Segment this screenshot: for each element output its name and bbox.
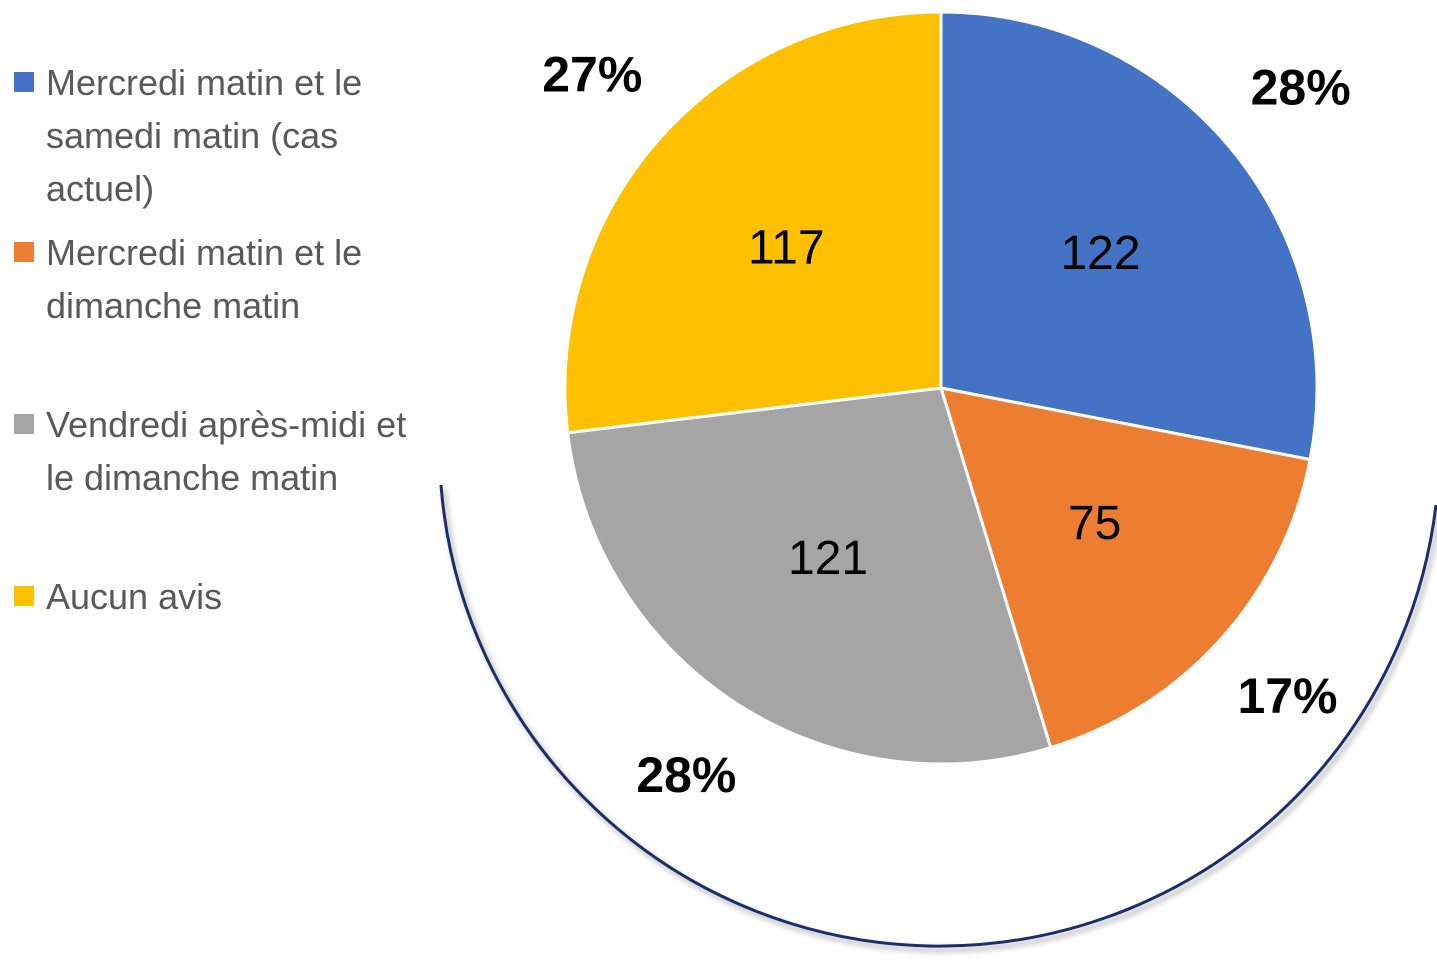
count-label: 122 — [1060, 227, 1140, 280]
legend-label: Mercredi matin et le samedi matin (cas a… — [46, 62, 363, 209]
legend-swatch — [14, 414, 34, 434]
percent-label: 27% — [542, 47, 642, 103]
count-label: 117 — [748, 221, 825, 274]
pie-slice — [565, 386, 1053, 766]
legend-swatch — [14, 586, 34, 606]
pie-slice — [563, 10, 943, 435]
percent-label: 28% — [1251, 60, 1351, 116]
pie-slice — [938, 386, 1312, 750]
legend-item: Vendredi après-midi et le dimanche matin — [14, 398, 444, 504]
legend-label: Vendredi après-midi et le dimanche matin — [46, 404, 407, 498]
pie-slice — [939, 10, 1319, 462]
legend-label: Mercredi matin et le dimanche matin — [46, 232, 363, 326]
legend-swatch — [14, 242, 34, 262]
count-label: 121 — [788, 532, 868, 585]
legend-item: Mercredi matin et le samedi matin (cas a… — [14, 56, 444, 215]
pie: 122 28% 75 17% 121 28% 117 27% — [542, 10, 1351, 803]
legend-label: Aucun avis — [46, 576, 223, 617]
percent-label: 28% — [636, 747, 736, 803]
decorative-arc — [439, 484, 1437, 948]
legend-swatch — [14, 72, 34, 92]
legend-item: Mercredi matin et le dimanche matin — [14, 226, 444, 332]
legend-item: Aucun avis — [14, 570, 444, 623]
percent-label: 17% — [1237, 668, 1337, 724]
count-label: 75 — [1068, 497, 1121, 550]
